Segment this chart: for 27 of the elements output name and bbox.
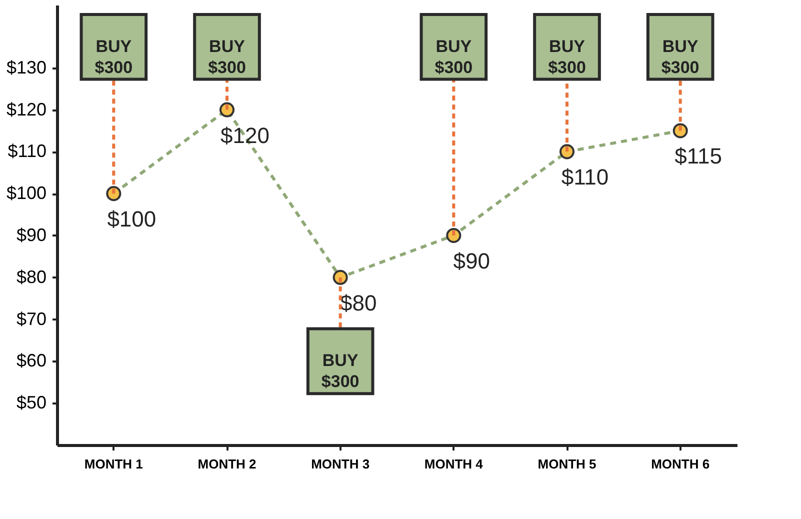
y-tick-label: $100 <box>6 183 46 204</box>
y-tick-label: $70 <box>16 308 46 329</box>
y-tick-label: $110 <box>8 141 46 162</box>
y-tick-label: $90 <box>16 224 46 245</box>
data-label: $100 <box>107 206 156 232</box>
annotation: BUY $300 <box>94 36 133 77</box>
annotation: BUY $300 <box>434 36 473 77</box>
data-label: $110 <box>561 164 609 190</box>
data-label: $120 <box>220 122 270 148</box>
x-tick-label: MONTH 5 <box>538 456 596 472</box>
annotation: BUY $300 <box>548 36 586 77</box>
data-label: $80 <box>340 290 377 316</box>
x-tick-label: MONTH 1 <box>84 456 143 472</box>
data-label: $115 <box>674 144 722 169</box>
y-tick-label: $80 <box>16 266 46 287</box>
annotation: BUY $300 <box>661 36 700 77</box>
x-tick-label: MONTH 3 <box>311 456 370 472</box>
y-tick-label: $60 <box>16 350 46 371</box>
annotation: BUY $300 <box>208 36 246 77</box>
x-tick-label: MONTH 2 <box>198 456 256 472</box>
y-tick-label: $50 <box>16 392 46 413</box>
data-label: $90 <box>453 248 490 274</box>
x-tick-label: MONTH 6 <box>651 456 710 472</box>
y-tick-label: $120 <box>6 99 46 120</box>
x-tick-label: MONTH 4 <box>424 456 484 472</box>
y-tick-label: $130 <box>6 57 46 78</box>
annotation: BUY $300 <box>321 351 360 392</box>
